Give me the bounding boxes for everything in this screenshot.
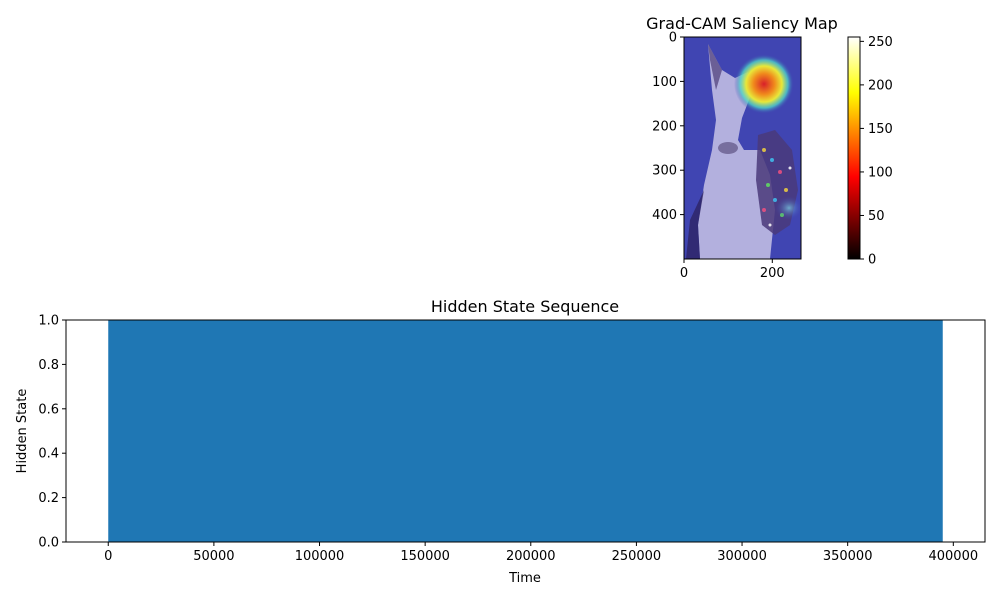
colorbar-tick-label: 100: [868, 165, 893, 180]
colorbar-tick-label: 250: [868, 35, 893, 50]
hidden-state-y-tick-label: 0.8: [38, 358, 59, 373]
hidden-state-series: [108, 320, 943, 542]
colorbar: [847, 36, 861, 260]
hidden-state-x-tick-label: 400000: [928, 549, 978, 564]
saliency-x-tick-label: 0: [680, 266, 688, 281]
saliency-x-ticks: 0 200: [680, 259, 785, 281]
colorbar-tick-label: 50: [868, 209, 885, 224]
hidden-state-y-tick-label: 0.4: [38, 447, 59, 462]
hidden-state-axes-frame: [65, 319, 986, 543]
saliency-y-tick-label: 300: [652, 164, 677, 179]
hidden-state-y-tick-label: 0.0: [38, 536, 59, 551]
saliency-title: Grad-CAM Saliency Map: [646, 14, 838, 33]
hidden-state-x-ticks: 0 50000 100000 150000 200000 250000 300000 3500…: [104, 542, 978, 564]
hidden-state-y-tick-label: 0.2: [38, 491, 59, 506]
hidden-state-x-tick-label: 350000: [823, 549, 873, 564]
hidden-state-y-tick-label: 1.0: [38, 314, 59, 329]
hidden-state-x-tick-label: 200000: [506, 549, 556, 564]
dog-silhouette: [698, 44, 775, 259]
saliency-y-tick-label: 200: [652, 119, 677, 134]
hidden-state-x-tick-label: 300000: [717, 549, 767, 564]
hidden-state-x-tick-label: 250000: [612, 549, 662, 564]
colorbar-tick-label: 0: [868, 253, 876, 268]
colorbar-tick-label: 150: [868, 122, 893, 137]
saliency-y-tick-label: 400: [652, 208, 677, 223]
colorbar-tick-label: 200: [868, 78, 893, 93]
hidden-state-y-tick-label: 0.6: [38, 402, 59, 417]
hidden-state-x-tick-label: 150000: [400, 549, 450, 564]
hidden-state-area: [108, 320, 943, 542]
saliency-y-tick-label: 0: [669, 31, 677, 46]
saliency-y-tick-label: 100: [652, 75, 677, 90]
hidden-state-x-tick-label: 50000: [193, 549, 234, 564]
hidden-state-xlabel: Time: [508, 571, 541, 586]
hidden-state-y-ticks: 0.0 0.2 0.4 0.6 0.8 1.0: [38, 314, 66, 551]
saliency-axes-frame: [683, 36, 802, 260]
saliency-image: [684, 37, 801, 259]
hidden-state-x-tick-label: 100000: [295, 549, 345, 564]
hidden-state-x-tick-label: 0: [104, 549, 112, 564]
saliency-hotspot: [734, 54, 794, 114]
hidden-state-ylabel: Hidden State: [15, 389, 30, 474]
saliency-y-ticks: 0 100 200 300 400: [652, 31, 684, 223]
colorbar-ticks: 0 50 100 150 200 250: [860, 35, 893, 268]
hidden-state-title: Hidden State Sequence: [431, 297, 619, 316]
saliency-x-tick-label: 200: [760, 266, 785, 281]
